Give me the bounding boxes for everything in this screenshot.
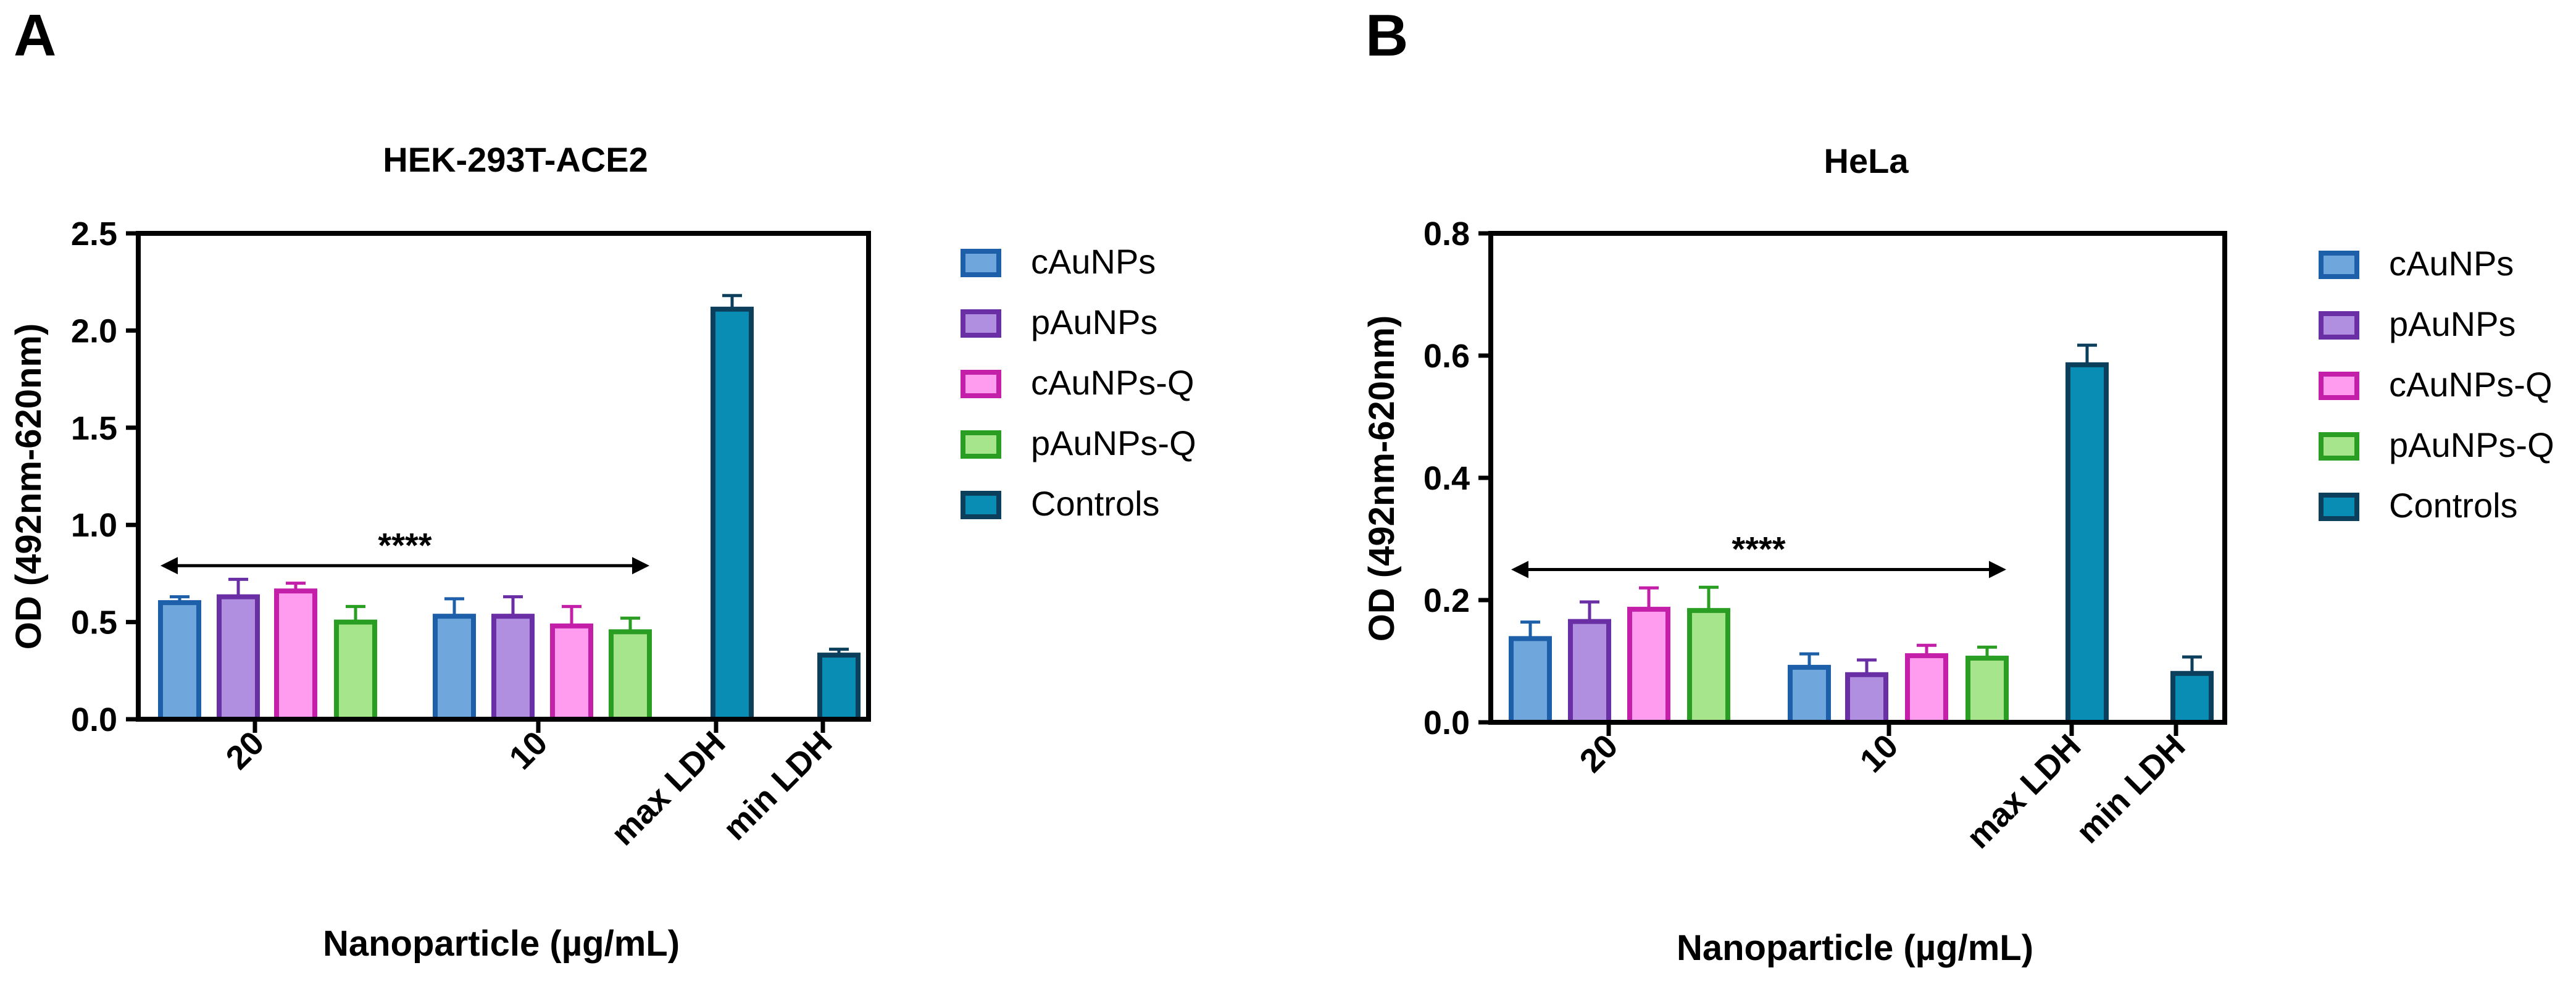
arrow-head-right <box>1989 561 2006 578</box>
bar-paunps-q-10 <box>609 629 652 722</box>
x-tick-label: 10 <box>1853 727 1906 780</box>
legend: cAuNPs pAuNPs cAuNPs-Q pAuNPs-Q Controls <box>961 242 1196 523</box>
legend-swatch-caunps-q <box>2319 372 2359 400</box>
bar-controls-min-ldh <box>2170 670 2214 725</box>
bar-paunps-q-10 <box>1965 656 2009 725</box>
y-axis-title: OD (492nm-620nm) <box>1362 315 1402 642</box>
x-tick-label: max LDH <box>604 724 733 853</box>
significance-stars: **** <box>378 525 431 564</box>
y-tick-label: 2.0 <box>71 312 117 349</box>
y-tick-label: 0.6 <box>1423 338 1470 375</box>
arrow-head-left <box>1511 561 1528 578</box>
y-tick-label: 2.5 <box>71 215 117 253</box>
legend: cAuNPs pAuNPs cAuNPs-Q pAuNPs-Q Controls <box>2319 244 2554 525</box>
panel-letter-b: B <box>1365 2 1408 69</box>
arrow-head-right <box>632 557 649 575</box>
legend-swatch-caunps <box>2319 251 2359 279</box>
legend-label: cAuNPs-Q <box>2389 365 2553 404</box>
legend-label: Controls <box>2389 486 2518 525</box>
legend-swatch-caunps-q <box>961 370 1001 398</box>
x-tick-label: 20 <box>1573 727 1625 780</box>
bar-caunps-10 <box>1788 664 1831 725</box>
panel-letter-a: A <box>14 2 56 69</box>
bar-controls-max-ldh <box>2065 362 2109 725</box>
x-tick-label: 20 <box>219 724 272 777</box>
y-tick-label: 1.5 <box>71 410 117 447</box>
legend-label: pAuNPs-Q <box>1031 424 1196 462</box>
legend-label: pAuNPs <box>2389 304 2516 343</box>
legend-label: cAuNPs-Q <box>1031 363 1194 402</box>
legend-swatch-paunps-q <box>961 430 1001 459</box>
x-axis-title: Nanoparticle (µg/mL) <box>1677 928 2033 968</box>
bar-caunps-q-10 <box>1905 653 1948 725</box>
legend-swatch-controls <box>2319 493 2359 521</box>
y-tick-label: 0.4 <box>1423 460 1470 497</box>
x-tick-label: 10 <box>502 724 555 777</box>
y-tick-label: 0.2 <box>1423 582 1470 619</box>
bar-paunps-10 <box>1845 672 1888 725</box>
bar-paunps-20 <box>217 594 260 722</box>
significance-stars: **** <box>1732 530 1785 569</box>
legend-swatch-controls <box>961 491 1001 519</box>
panel-a: A HEK-293T-ACE2 OD (492nm-620nm) Nanopar… <box>9 2 1196 964</box>
panel-b: B HeLa OD (492nm-620nm) Nanoparticle (µg… <box>1362 2 2554 968</box>
bar-paunps-q-20 <box>1687 607 1730 725</box>
bar-caunps-q-20 <box>1627 606 1670 725</box>
x-tick-label: min LDH <box>2069 727 2192 850</box>
x-axis-title: Nanoparticle (µg/mL) <box>323 924 680 964</box>
y-tick-label: 0.8 <box>1423 215 1470 253</box>
arrow-head-left <box>160 557 178 575</box>
legend-label: pAuNPs <box>1031 303 1157 341</box>
bar-paunps-20 <box>1568 619 1611 725</box>
y-tick-label: 0.5 <box>71 604 117 641</box>
y-axis-title: OD (492nm-620nm) <box>9 324 49 650</box>
y-tick-label: 0.0 <box>1423 704 1470 741</box>
legend-label: Controls <box>1031 484 1160 523</box>
chart-title: HEK-293T-ACE2 <box>383 140 648 179</box>
bar-controls-max-ldh <box>711 306 754 722</box>
x-tick-label: min LDH <box>716 724 839 847</box>
legend-label: pAuNPs-Q <box>2389 425 2554 464</box>
bar-caunps-20 <box>158 600 201 722</box>
legend-label: cAuNPs <box>2389 244 2514 283</box>
bar-paunps-q-20 <box>334 619 377 722</box>
legend-label: cAuNPs <box>1031 242 1156 281</box>
y-tick-label: 1.0 <box>71 507 117 544</box>
legend-swatch-paunps-q <box>2319 432 2359 461</box>
bar-controls-min-ldh <box>817 653 861 722</box>
bar-paunps-10 <box>491 614 535 722</box>
chart-title: HeLa <box>1824 141 1909 180</box>
x-tick-label: max LDH <box>1960 727 2088 856</box>
bar-caunps-10 <box>433 614 476 722</box>
bar-caunps-20 <box>1509 636 1552 725</box>
bar-caunps-q-20 <box>274 588 317 722</box>
y-tick-label: 0.0 <box>71 701 117 738</box>
legend-swatch-paunps <box>2319 311 2359 340</box>
bar-caunps-q-10 <box>550 623 593 722</box>
legend-swatch-caunps <box>961 249 1001 277</box>
legend-swatch-paunps <box>961 309 1001 338</box>
